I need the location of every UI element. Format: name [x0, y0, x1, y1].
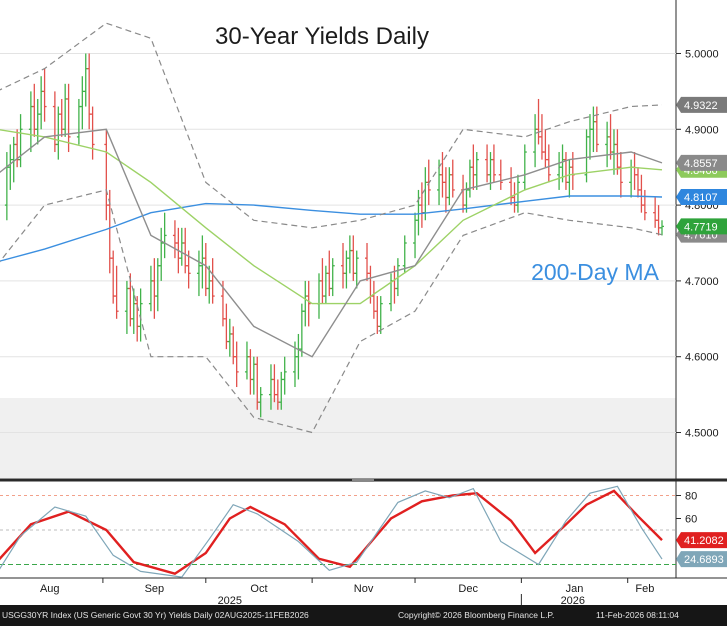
x-axis-month-label: Dec	[458, 583, 478, 595]
x-axis-year-label: 2026	[561, 595, 585, 605]
ma200-line	[0, 195, 663, 262]
ma20-line	[0, 128, 663, 358]
footer-timestamp: 11-Feb-2026 08:11:04	[596, 610, 679, 620]
osc-last-value-label: 24.6893	[676, 551, 727, 568]
ohlc-bar	[306, 280, 311, 327]
x-axis-month-label: Oct	[250, 583, 267, 595]
x-axis-month-label: Feb	[635, 583, 654, 595]
ma200-annotation: 200-Day MA	[531, 259, 659, 285]
ohlc-bar	[642, 189, 647, 221]
ma50-line	[0, 129, 663, 305]
osc-last-value-label: 41.2082	[676, 532, 727, 549]
ohlc-bar	[491, 144, 496, 183]
osc-last-value-label-text: 24.6893	[684, 554, 724, 566]
y-axis-tick-label: 4.5000	[685, 428, 719, 440]
upper-band-line	[0, 22, 663, 229]
ohlc-bar	[402, 235, 407, 274]
x-axis-month-label: Aug	[40, 583, 60, 595]
x-axis-month-label: Jan	[566, 583, 584, 595]
ohlc-bar	[258, 387, 263, 418]
osc-last-value-label-box	[676, 551, 727, 568]
ohlc-bar	[618, 152, 623, 198]
last-value-label: 4.9322	[676, 96, 727, 113]
ohlc-bar	[42, 68, 47, 122]
ohlc-bar	[522, 144, 527, 190]
osc-last-value-label-box	[676, 532, 727, 549]
ohlc-bar	[660, 220, 664, 236]
ohlc-bar	[378, 296, 383, 334]
ohlc-bar	[90, 106, 95, 160]
osc-axis-tick-label: 80	[685, 491, 697, 503]
ohlc-bar	[114, 265, 119, 319]
chart-title: 30-Year Yields Daily	[215, 23, 429, 50]
price-chart: 5.00004.90004.80004.70004.60004.50008060…	[0, 0, 727, 605]
last-value-label-box	[676, 218, 727, 235]
ohlc-bar	[498, 159, 503, 190]
main-plot-shade	[0, 398, 676, 478]
last-value-label-text: 4.8557	[684, 158, 718, 170]
footer-bar: USGG30YR Index (US Generic Govt 30 Yr) Y…	[0, 605, 727, 626]
y-axis-tick-label: 4.9000	[685, 124, 719, 136]
y-axis-tick-label: 4.7000	[685, 276, 719, 288]
oscillator-smoothed-line	[0, 489, 663, 576]
ohlc-bar	[210, 258, 215, 304]
ohlc-bar	[18, 114, 23, 168]
x-axis-month-label: Sep	[145, 583, 165, 595]
last-value-label-text: 4.8107	[684, 192, 718, 204]
y-axis-tick-label: 5.0000	[685, 48, 719, 60]
ohlc-bar	[594, 106, 599, 153]
last-value-label: 4.7719	[676, 218, 727, 235]
ohlc-bar	[66, 83, 71, 153]
ohlc-bar	[138, 288, 143, 342]
footer-copyright: Copyright© 2026 Bloomberg Finance L.P.	[398, 610, 555, 620]
ohlc-bar	[330, 258, 335, 297]
last-value-label-text: 4.9322	[684, 100, 718, 112]
x-axis-month-label: Nov	[354, 583, 374, 595]
footer-security-description: USGG30YR Index (US Generic Govt 30 Yr) Y…	[2, 610, 309, 620]
ohlc-bar	[354, 250, 359, 289]
ohlc-bar	[282, 356, 287, 395]
last-value-label-box	[676, 154, 727, 171]
ohlc-bar	[234, 341, 239, 388]
panel-divider-handle[interactable]	[352, 479, 374, 482]
last-value-label-box	[676, 188, 727, 205]
ohlc-bar	[474, 152, 479, 190]
oscillator-raw-line	[0, 485, 663, 578]
lower-band-line	[0, 189, 663, 434]
last-value-label: 4.8557	[676, 154, 727, 171]
osc-last-value-label-text: 41.2082	[684, 535, 724, 547]
last-value-label: 4.8107	[676, 188, 727, 205]
last-value-label-box	[676, 96, 727, 113]
ohlc-bar	[450, 159, 455, 198]
osc-axis-tick-label: 60	[685, 514, 697, 526]
ohlc-bar	[546, 144, 551, 183]
last-value-label-text: 4.7719	[684, 221, 718, 233]
y-axis-tick-label: 4.6000	[685, 352, 719, 364]
x-axis-year-label: 2025	[218, 595, 242, 605]
